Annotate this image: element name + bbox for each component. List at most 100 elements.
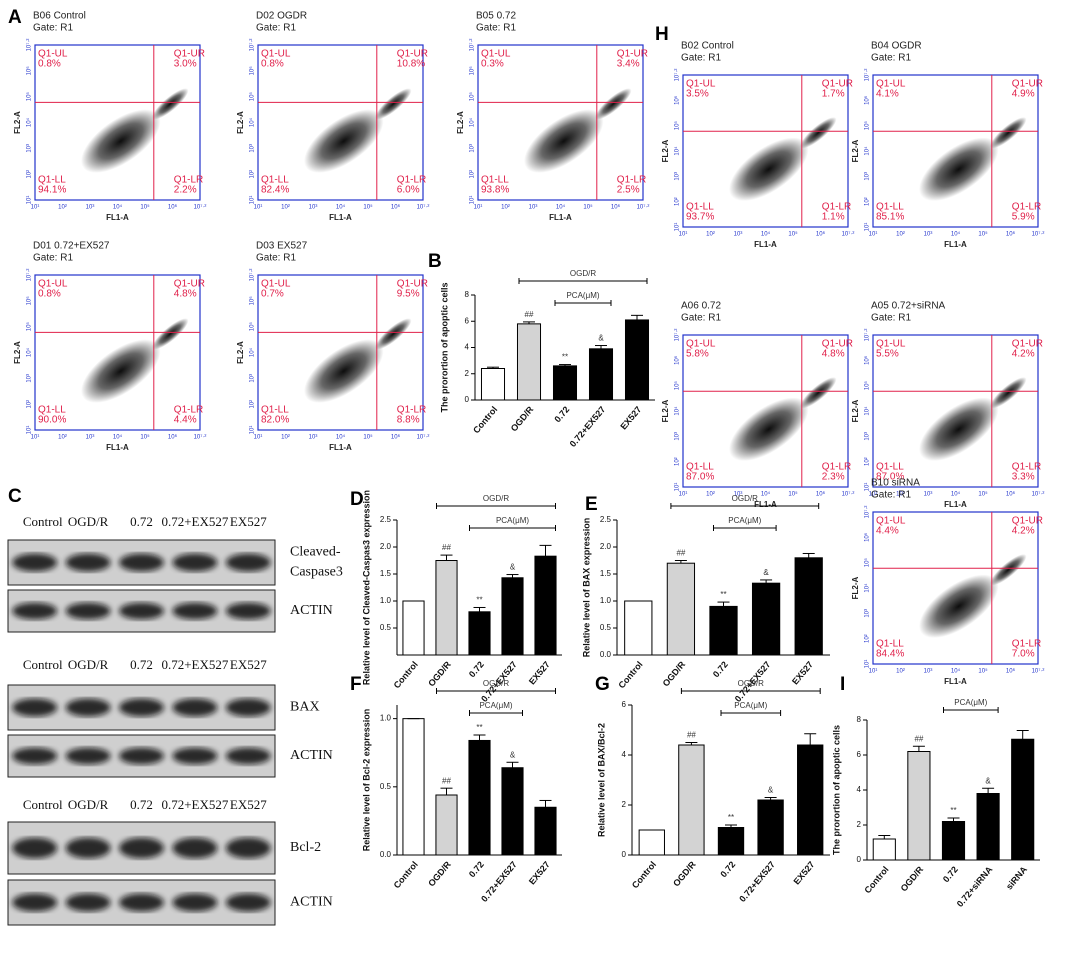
x-tick-label: Control bbox=[392, 659, 420, 690]
quadrant-name: Q1-LL bbox=[481, 175, 509, 186]
bar bbox=[751, 582, 781, 656]
x-tick-label: 10² bbox=[706, 232, 715, 238]
y-tick-label: 10³ bbox=[865, 609, 871, 618]
quadrant-value: 4.8% bbox=[822, 349, 845, 360]
blot-band bbox=[119, 893, 164, 912]
x-tick-label: OGD/R bbox=[671, 859, 698, 888]
bar bbox=[666, 562, 696, 656]
y-axis-label: FL2-A bbox=[236, 111, 245, 134]
y-tick-label: 8 bbox=[857, 715, 862, 724]
y-tick-label: 10³ bbox=[27, 144, 33, 153]
panel-label: D bbox=[350, 489, 364, 510]
quadrant-value: 90.0% bbox=[38, 415, 66, 426]
x-axis-label: FL1-A bbox=[944, 240, 967, 249]
quadrant-name: Q1-UR bbox=[397, 279, 428, 290]
bar bbox=[468, 739, 491, 856]
lane-label: Control bbox=[23, 514, 63, 529]
bar bbox=[794, 557, 823, 656]
bar-annotation: ## bbox=[525, 310, 534, 319]
x-tick-label: Control bbox=[630, 859, 658, 890]
lane-label: EX527 bbox=[230, 657, 267, 672]
x-tick-label: 10⁶ bbox=[1006, 491, 1016, 498]
quadrant-value: 1.7% bbox=[822, 89, 845, 100]
x-tick-label: 10³ bbox=[529, 205, 538, 211]
y-tick-label: 10¹ bbox=[865, 223, 871, 232]
lane-label: 0.72+EX527 bbox=[161, 514, 228, 529]
bar bbox=[678, 744, 705, 856]
plot-frame bbox=[872, 511, 1039, 665]
y-axis-label: FL2-A bbox=[661, 399, 670, 422]
lane-label: OGD/R bbox=[68, 797, 109, 812]
y-tick-label: 10⁵ bbox=[674, 121, 681, 131]
x-tick-label: 10⁷·² bbox=[1032, 491, 1045, 498]
quadrant-name: Q1-UL bbox=[38, 279, 68, 290]
blot-band bbox=[225, 837, 271, 859]
plot-title: B04 OGDR bbox=[871, 41, 922, 52]
bracket-label: OGD/R bbox=[483, 494, 509, 503]
y-tick-label: 10¹ bbox=[675, 483, 681, 492]
y-tick-label: 6 bbox=[857, 750, 862, 759]
plot-title: A06 0.72 bbox=[681, 301, 721, 312]
quadrant-name: Q1-LR bbox=[822, 202, 851, 213]
cell-cloud bbox=[729, 137, 809, 202]
y-tick-label: 10¹ bbox=[675, 223, 681, 232]
cell-cloud bbox=[304, 339, 384, 403]
quadrant-value: 87.0% bbox=[686, 472, 714, 483]
bracket-label: PCA(μM) bbox=[496, 516, 529, 525]
x-tick-label: 0.72 bbox=[552, 404, 571, 424]
x-tick-label: EX527 bbox=[618, 404, 643, 431]
x-tick-label: 10⁴ bbox=[951, 231, 961, 238]
x-tick-label: 10⁶ bbox=[816, 491, 826, 498]
y-tick-label: 10² bbox=[27, 170, 33, 179]
x-tick-label: 10² bbox=[58, 435, 67, 441]
y-tick-label: 1.0 bbox=[380, 596, 392, 605]
bar bbox=[717, 827, 745, 856]
y-axis-label: Relative level of BAX expression bbox=[581, 518, 591, 658]
panel-label: A bbox=[8, 7, 22, 28]
bar bbox=[638, 829, 665, 856]
y-tick-label: 2 bbox=[465, 369, 470, 378]
cell-cloud bbox=[81, 339, 161, 403]
x-tick-label: 10¹ bbox=[869, 669, 878, 675]
quadrant-value: 4.2% bbox=[1012, 526, 1035, 537]
quadrant-value: 0.8% bbox=[38, 59, 61, 70]
quadrant-name: Q1-LL bbox=[261, 175, 289, 186]
y-tick-label: 0.5 bbox=[380, 623, 392, 632]
plot-title: D01 0.72+EX527 bbox=[33, 241, 110, 252]
x-tick-label: 10⁴ bbox=[336, 204, 346, 211]
quadrant-value: 4.2% bbox=[1012, 349, 1035, 360]
blot-band bbox=[65, 602, 111, 620]
bar bbox=[534, 806, 557, 856]
quadrant-name: Q1-LL bbox=[876, 202, 904, 213]
x-tick-label: 10³ bbox=[86, 205, 95, 211]
x-tick-label: 10⁴ bbox=[113, 204, 123, 211]
y-axis-label: FL2-A bbox=[456, 111, 465, 134]
x-tick-label: 10⁷·² bbox=[842, 231, 855, 238]
y-tick-label: 10⁴ bbox=[249, 117, 256, 127]
panel-label: H bbox=[655, 24, 669, 45]
quadrant-value: 93.7% bbox=[686, 212, 714, 223]
blot-band bbox=[65, 553, 111, 572]
x-tick-label: 10⁴ bbox=[336, 434, 346, 441]
y-tick-label: 10⁷·² bbox=[26, 269, 33, 282]
quadrant-name: Q1-LL bbox=[876, 462, 904, 473]
quadrant-value: 2.5% bbox=[617, 185, 640, 196]
x-axis-label: FL1-A bbox=[106, 213, 129, 222]
y-tick-label: 10² bbox=[250, 400, 256, 409]
cell-streak bbox=[595, 88, 632, 120]
y-tick-label: 0 bbox=[465, 395, 470, 404]
protein-label: ACTIN bbox=[290, 748, 333, 763]
quadrant-name: Q1-LL bbox=[876, 639, 904, 650]
cell-cloud bbox=[919, 137, 999, 202]
y-axis-label: FL2-A bbox=[13, 111, 22, 134]
x-tick-label: 10⁵ bbox=[140, 434, 150, 441]
x-tick-label: 10³ bbox=[309, 435, 318, 441]
quadrant-name: Q1-LR bbox=[397, 175, 426, 186]
quadrant-value: 0.3% bbox=[481, 59, 504, 70]
blot-band bbox=[172, 602, 218, 620]
x-tick-label: siRNA bbox=[1004, 864, 1029, 891]
quadrant-name: Q1-LL bbox=[261, 405, 289, 416]
bar bbox=[501, 577, 524, 656]
bar bbox=[534, 555, 557, 656]
bar bbox=[709, 605, 738, 656]
